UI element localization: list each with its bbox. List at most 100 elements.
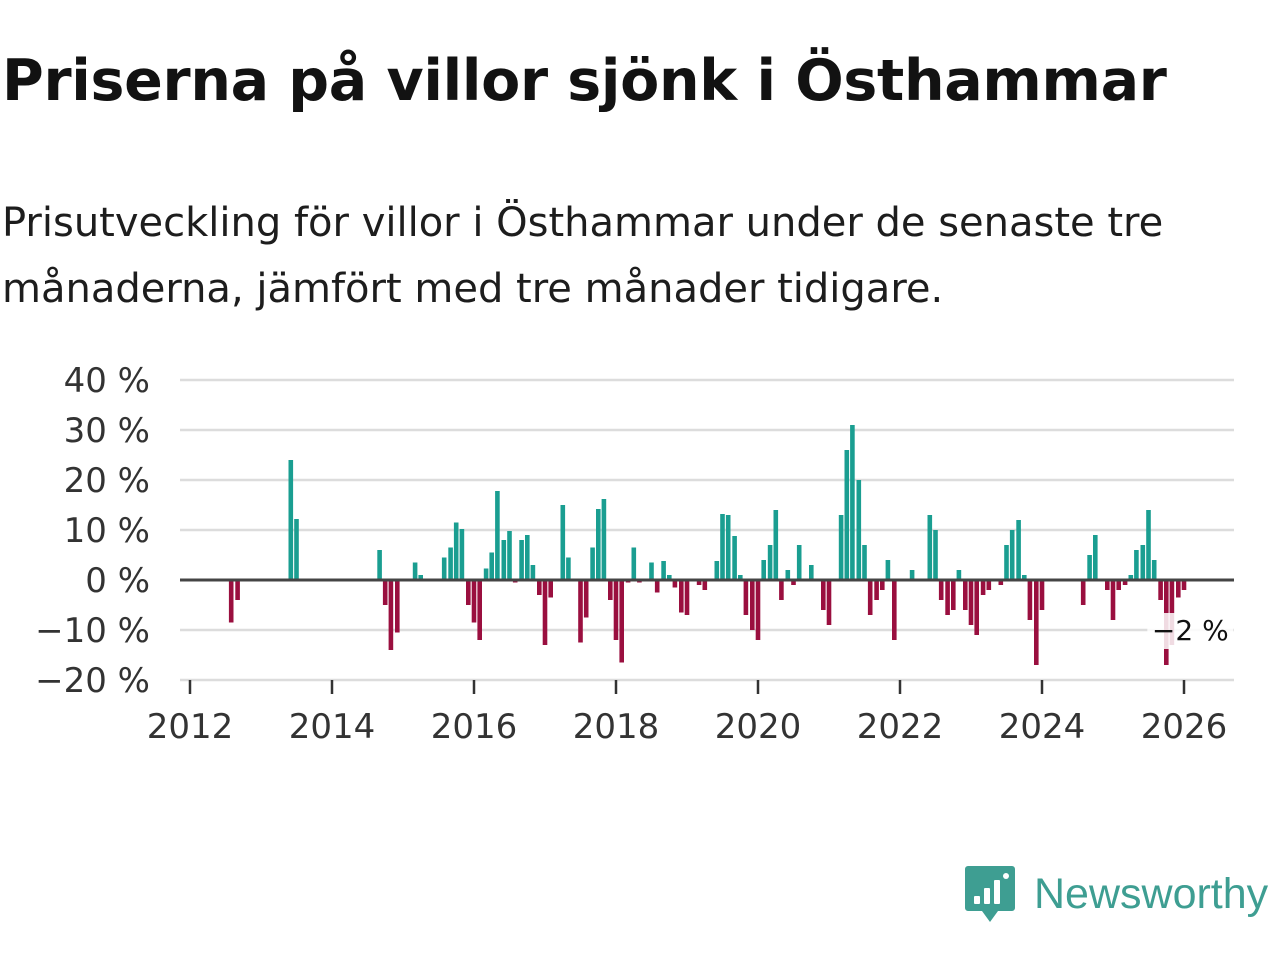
- bar-chart: 40 % 30 % 20 % 10 % 0 % −10 % −20 % 2012 2014 201…: [35, 361, 1234, 747]
- bar: [856, 480, 862, 580]
- bar: [294, 519, 299, 580]
- bar: [779, 580, 784, 600]
- brand-name: Newsworthy: [1034, 869, 1269, 918]
- y-tick-label: 20 %: [64, 461, 150, 501]
- bar: [471, 580, 477, 623]
- bar: [974, 580, 979, 635]
- bar: [525, 535, 530, 580]
- bar: [1128, 575, 1134, 580]
- bar: [601, 499, 607, 580]
- bar: [448, 547, 453, 580]
- bar: [1093, 535, 1098, 580]
- bar: [933, 530, 938, 580]
- bar: [927, 515, 933, 580]
- bar: [998, 580, 1004, 585]
- bar: [619, 580, 624, 663]
- bar: [537, 580, 542, 595]
- bar: [1080, 580, 1086, 605]
- bar: [1009, 530, 1015, 580]
- bar: [566, 557, 571, 580]
- bar: [667, 575, 672, 580]
- bar: [684, 580, 690, 615]
- bar: [968, 580, 974, 625]
- bar: [702, 580, 708, 590]
- bar: [892, 580, 897, 640]
- bar: [1034, 580, 1039, 665]
- bar: [1110, 580, 1116, 620]
- bar: [288, 460, 294, 580]
- bar: [1181, 580, 1187, 590]
- bar: [761, 560, 766, 580]
- bar: [885, 560, 891, 580]
- y-tick-label: 0 %: [85, 561, 150, 601]
- bar: [844, 450, 850, 580]
- annotation-layer: −2 %: [1147, 613, 1234, 649]
- annotation-background: [1147, 613, 1234, 649]
- bar: [412, 562, 418, 580]
- bar: [809, 565, 814, 580]
- bar: [986, 580, 992, 590]
- bar: [418, 575, 423, 580]
- y-tick-label: 30 %: [64, 411, 150, 451]
- bar: [578, 580, 583, 643]
- bar: [530, 565, 536, 580]
- bar: [672, 580, 678, 588]
- axes: 40 % 30 % 20 % 10 % 0 % −10 % −20 % 2012 2014 201…: [35, 361, 1234, 747]
- bar: [956, 570, 962, 580]
- bar: [725, 515, 731, 580]
- bar: [821, 580, 826, 610]
- bar: [1134, 550, 1139, 580]
- bar: [459, 529, 465, 580]
- chart-title: Priserna på villor sjönk i Östhammar: [2, 48, 1167, 114]
- bar: [235, 580, 240, 600]
- bars: [228, 425, 1187, 665]
- bar: [850, 425, 855, 580]
- bar: [542, 580, 548, 645]
- bar: [880, 580, 885, 590]
- bar: [732, 536, 737, 580]
- bar: [1027, 580, 1033, 620]
- bar: [590, 547, 595, 580]
- bar: [867, 580, 873, 615]
- bar: [750, 580, 755, 630]
- bar: [631, 547, 637, 580]
- y-tick-label: −10 %: [35, 611, 150, 651]
- x-tick-label: 2012: [147, 707, 234, 747]
- bar: [1169, 580, 1175, 645]
- bar: [791, 580, 796, 585]
- bar: [495, 491, 500, 580]
- bar: [1116, 580, 1121, 590]
- bar: [608, 580, 613, 600]
- bar: [909, 570, 915, 580]
- bar: [1146, 510, 1151, 580]
- y-tick-label: −20 %: [35, 661, 150, 701]
- bar: [1122, 580, 1128, 585]
- bar: [826, 580, 832, 625]
- bar: [548, 580, 553, 598]
- chart-subtitle: Prisutveckling för villor i Östhammar un…: [2, 200, 1164, 312]
- bar: [773, 510, 779, 580]
- bar: [874, 580, 879, 600]
- bar: [980, 580, 986, 595]
- x-tick-label: 2020: [715, 707, 802, 747]
- bar: [679, 580, 684, 613]
- brand-logo: Newsworthy: [964, 864, 1268, 924]
- bar: [560, 505, 566, 580]
- bar: [963, 580, 968, 610]
- bar: [1004, 545, 1009, 580]
- bar: [938, 580, 944, 600]
- bar: [654, 580, 660, 593]
- bar: [1039, 580, 1045, 610]
- bar: [583, 580, 589, 618]
- x-tick-label: 2024: [999, 707, 1086, 747]
- bar: [519, 540, 524, 580]
- bar: [720, 514, 725, 580]
- bar: [441, 557, 447, 580]
- x-tick-label: 2026: [1141, 707, 1228, 747]
- bar: [1105, 580, 1110, 590]
- bar: [767, 545, 773, 580]
- bar: [738, 575, 743, 580]
- bar: [696, 580, 702, 585]
- bar: [945, 580, 950, 615]
- bar: [453, 522, 459, 580]
